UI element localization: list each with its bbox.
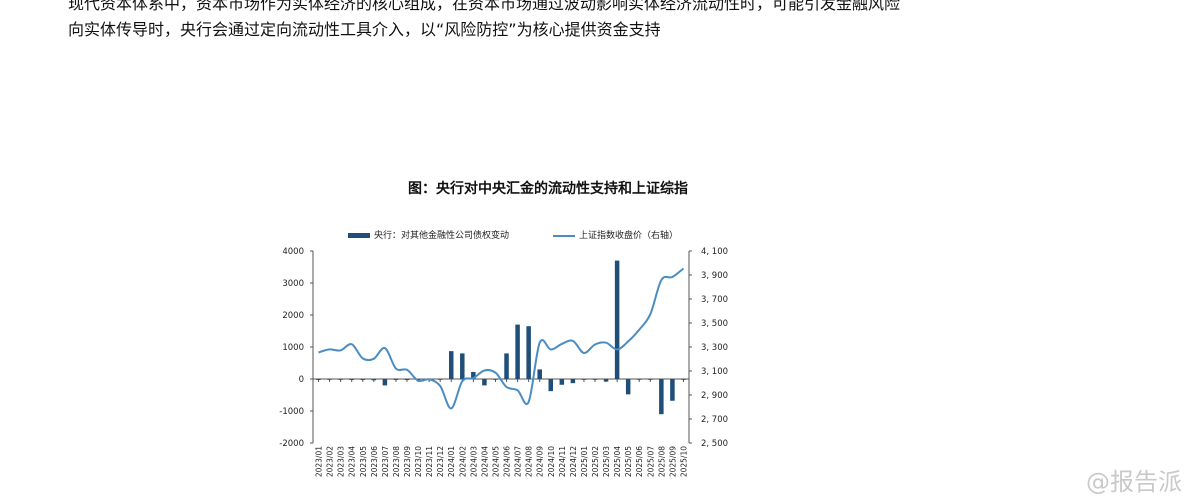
x-tick-label: 2024/07 [514, 446, 523, 477]
x-tick-label: 2025/09 [668, 446, 677, 477]
bar-mark [614, 260, 620, 379]
bar-mark [371, 379, 377, 381]
x-tick-label: 2025/01 [580, 446, 589, 477]
x-tick-label: 2025/02 [591, 446, 600, 477]
x-tick-label: 2024/09 [536, 446, 545, 477]
left-tick-label: 3000 [282, 279, 304, 289]
bar-mark [681, 379, 686, 380]
watermark: @报告派 [1086, 468, 1182, 496]
bar-mark [316, 379, 321, 380]
bar-mark [659, 379, 664, 415]
legend-bar-swatch [348, 233, 370, 238]
clipped-paragraph-line: 现代资本体系中，资本市场作为实体经济的核心组成，在资本市场通过波动影响实体经济流… [68, 0, 901, 13]
x-tick-label: 2024/08 [525, 446, 534, 477]
right-tick-label: 3, 100 [701, 367, 728, 377]
x-tick-label: 2023/07 [381, 446, 390, 477]
right-tick-label: 3, 900 [701, 271, 728, 281]
left-tick-label: -2000 [279, 439, 304, 449]
bar-mark [448, 351, 454, 379]
bar-mark [471, 371, 476, 379]
bar-mark [526, 326, 531, 379]
right-tick-label: 3, 700 [701, 295, 728, 305]
x-tick-label: 2025/05 [624, 446, 633, 477]
x-tick-label: 2023/03 [337, 446, 346, 477]
right-tick-label: 2, 700 [701, 415, 728, 425]
legend-line-swatch [553, 234, 575, 237]
x-tick-label: 2024/12 [569, 446, 578, 477]
legend-item-bar: 央行：对其他金融性公司债权变动 [348, 228, 509, 241]
bar-mark [537, 369, 542, 379]
x-tick-label: 2023/08 [392, 446, 401, 477]
x-tick-label: 2024/01 [447, 446, 456, 477]
right-tick-label: 3, 500 [701, 319, 728, 329]
x-tick-label: 2024/03 [469, 446, 478, 477]
bar-mark [504, 353, 509, 379]
x-tick-label: 2025/06 [635, 446, 644, 477]
x-tick-label: 2025/07 [646, 446, 655, 477]
left-tick-label: 1000 [282, 343, 304, 353]
bar-mark [415, 379, 421, 380]
bar-mark [515, 324, 520, 379]
x-tick-label: 2023/12 [436, 446, 445, 477]
bar-mark [338, 379, 343, 380]
x-tick-label: 2023/04 [348, 446, 357, 477]
bar-mark [460, 353, 465, 379]
bar-mark [570, 379, 576, 384]
left-tick-label: 2000 [282, 311, 304, 321]
legend-line-label: 上证指数收盘价（右轴） [579, 231, 679, 241]
x-tick-label: 2023/01 [315, 446, 324, 477]
left-tick-label: 4000 [282, 247, 304, 257]
right-tick-label: 3, 300 [701, 343, 728, 353]
bar-mark [548, 379, 554, 392]
x-tick-label: 2023/05 [359, 446, 368, 477]
bar-mark [592, 379, 598, 380]
x-tick-label: 2023/11 [425, 446, 434, 477]
bar-mark [349, 379, 354, 380]
x-tick-label: 2023/02 [326, 446, 335, 477]
index-line [318, 267, 685, 410]
x-tick-label: 2023/10 [414, 446, 423, 477]
right-tick-label: 4, 100 [701, 247, 728, 257]
x-tick-label: 2025/04 [613, 446, 622, 477]
bar-mark [482, 379, 487, 386]
bar-mark [360, 379, 366, 380]
bar-mark [493, 379, 498, 380]
paragraph-line: 向实体传导时，央行会通过定向流动性工具介入，以“风险防控”为核心提供资金支持 [68, 20, 661, 39]
bar-mark [437, 379, 443, 380]
bar-mark [382, 379, 388, 386]
bar-mark [636, 379, 642, 380]
bar-mark [648, 379, 653, 380]
bar-mark [625, 379, 631, 395]
bar-mark [581, 379, 587, 380]
legend-bar-label: 央行：对其他金融性公司债权变动 [374, 231, 510, 241]
x-tick-label: 2024/10 [547, 446, 556, 477]
x-tick-label: 2025/03 [602, 446, 611, 477]
x-tick-label: 2024/02 [458, 446, 467, 477]
bar-mark [559, 379, 565, 385]
left-tick-label: 0 [299, 375, 304, 385]
x-tick-label: 2023/06 [370, 446, 379, 477]
right-tick-label: 2, 900 [701, 391, 728, 401]
figure-title: 图：央行对中央汇金的流动性支持和上证综指 [408, 181, 688, 197]
x-tick-label: 2023/09 [403, 446, 412, 477]
x-tick-label: 2024/04 [480, 446, 489, 477]
x-tick-label: 2025/08 [657, 446, 666, 477]
left-tick-label: -1000 [279, 407, 304, 417]
x-tick-label: 2024/11 [558, 446, 567, 477]
bar-mark [670, 379, 675, 401]
bar-mark [603, 379, 609, 382]
x-tick-label: 2024/06 [503, 446, 512, 477]
bar-mark [327, 379, 332, 380]
bar-mark [404, 379, 410, 380]
x-tick-label: 2024/05 [491, 446, 500, 477]
bar-mark [393, 379, 399, 380]
legend-item-line: 上证指数收盘价（右轴） [553, 228, 678, 241]
right-tick-label: 2, 500 [701, 439, 728, 449]
x-tick-label: 2025/10 [679, 446, 688, 477]
